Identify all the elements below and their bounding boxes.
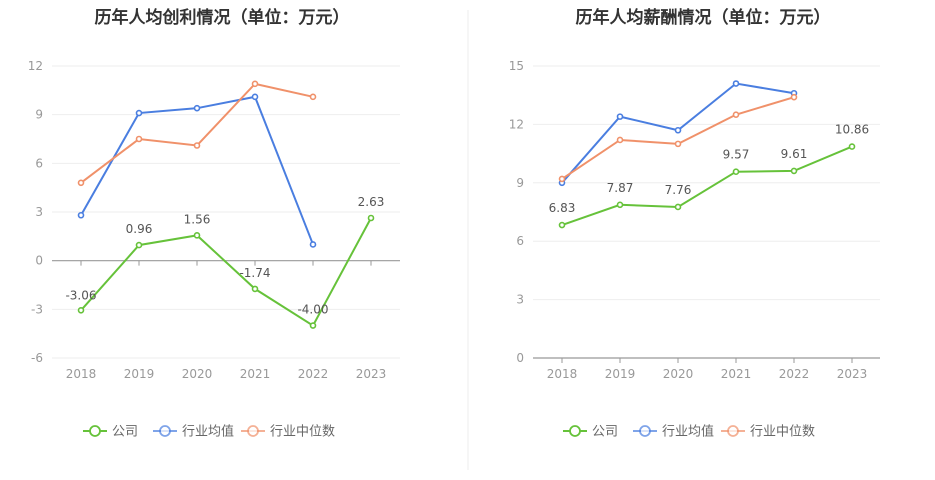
y-tick-label: 12 [509,117,524,131]
data-point [732,111,740,118]
data-point [193,232,201,239]
data-label: 7.76 [665,183,692,197]
x-tick-label: 2020 [182,367,213,381]
data-point [193,142,201,149]
x-tick-label: 2019 [124,367,155,381]
data-point [848,143,856,150]
x-tick-label: 2022 [298,367,329,381]
legend-label: 公司 [112,425,138,440]
y-tick-label: 9 [516,176,524,190]
legend-item: 行业均值 [633,424,714,440]
legend-label: 行业中位数 [750,425,815,440]
legend-swatch-marker [639,425,651,437]
data-point [135,135,143,143]
y-tick-label: 3 [35,205,43,219]
legend-swatch-marker [247,425,259,437]
data-point [558,221,566,229]
data-point [732,168,740,176]
legend-item: 行业中位数 [241,425,335,440]
legend-item: 公司 [563,425,618,440]
data-point [790,167,798,175]
x-tick-label: 2018 [66,367,97,381]
data-point [616,201,624,209]
data-label: 6.83 [549,201,576,215]
x-tick-label: 2019 [605,367,636,381]
data-point [616,113,624,120]
y-tick-label: -6 [31,351,43,365]
chart-panel-1: 历年人均创利情况（单位：万元） -6 -3 0 3 6 9 12 2018 2019 2020 202… [28,7,400,440]
data-point [790,93,798,101]
legend-swatch-marker [89,425,101,437]
data-point [674,126,682,134]
data-point [251,285,259,293]
series-line-3 [561,96,795,180]
legend-label: 公司 [592,425,618,440]
series-line-1 [561,145,853,226]
x-tick-label: 2023 [356,367,387,381]
y-tick-label: -3 [31,302,43,316]
y-tick-label: 6 [35,156,43,170]
data-point [732,80,740,87]
data-label: 7.87 [607,181,634,195]
x-tick-label: 2018 [547,367,578,381]
data-label: 0.96 [126,222,153,236]
data-point [558,175,566,183]
y-tick-label: 0 [35,254,43,268]
data-label: 10.86 [835,123,869,137]
chart-title: 历年人均薪酬情况（单位：万元） [576,7,831,28]
legend-swatch-marker [569,425,581,437]
data-point [367,214,375,222]
data-point [77,179,85,187]
data-point [77,307,85,314]
legend: 公司 行业均值 行业中位数 [563,424,815,440]
y-tick-label: 15 [509,59,524,73]
legend-item: 行业均值 [153,424,234,440]
data-point [309,322,317,329]
data-label: -4.00 [297,303,328,317]
data-point [251,80,259,88]
legend-swatch-marker [727,425,739,437]
data-point [251,93,259,101]
x-tick-label: 2020 [663,367,694,381]
series-line-1 [80,217,372,327]
chart-title: 历年人均创利情况（单位：万元） [95,7,350,28]
x-tick-label: 2021 [721,367,752,381]
y-tick-label: 3 [516,293,524,307]
data-label: 1.56 [184,212,211,226]
x-tick-label: 2021 [240,367,271,381]
legend-swatch-marker [159,425,171,437]
data-label: -3.06 [65,288,96,302]
data-label: -1.74 [239,266,270,280]
data-point [674,203,682,211]
data-point [135,109,143,117]
series-line-3 [80,82,314,184]
data-label: 9.61 [781,147,808,161]
legend: 公司 行业均值 行业中位数 [83,424,335,440]
data-point [309,241,317,248]
y-tick-label: 9 [35,108,43,122]
y-tick-label: 12 [28,59,43,73]
data-point [77,211,85,219]
legend-label: 行业均值 [182,424,234,440]
legend-label: 行业均值 [662,424,714,440]
data-point [135,241,143,249]
y-tick-label: 6 [516,234,524,248]
x-tick-label: 2023 [837,367,868,381]
data-point [193,104,201,112]
data-point [309,93,317,101]
chart-panel-2: 历年人均薪酬情况（单位：万元） 0 3 6 9 12 15 2018 2019 2020 2021 2… [509,7,880,440]
legend-label: 行业中位数 [270,425,335,440]
legend-item: 行业中位数 [721,425,815,440]
x-tick-label: 2022 [779,367,810,381]
data-label: 9.57 [723,148,750,162]
data-point [616,136,624,144]
legend-item: 公司 [83,425,138,440]
data-point [674,140,682,148]
data-label: 2.63 [358,195,385,209]
y-tick-label: 0 [516,351,524,365]
